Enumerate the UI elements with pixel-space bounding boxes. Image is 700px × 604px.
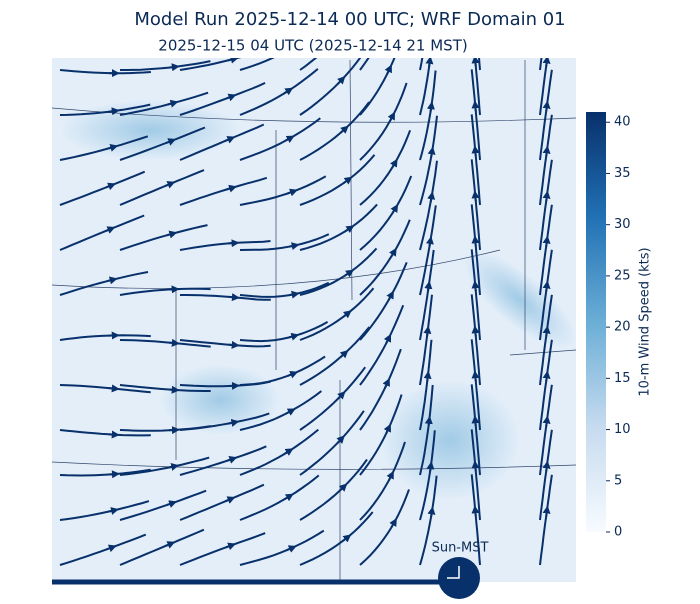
streamline [600, 24, 608, 115]
colorbar-tick-label: 15 [614, 371, 631, 386]
colorbar-tick-label: 20 [614, 320, 631, 335]
streamline-arrow [109, 474, 116, 475]
streamline-arrow [475, 149, 476, 156]
colorbar-tick-label: 0 [614, 525, 622, 540]
streamline-arrow [430, 105, 431, 112]
streamline-arrow [546, 329, 547, 336]
colorbar-tick-label: 25 [614, 268, 631, 283]
clock-label: Sun-MST [432, 541, 489, 556]
streamline-arrow [431, 150, 432, 157]
colorbar-ticks: 0 5 10 15 20 25 30 35 40 [606, 115, 631, 540]
streamline-arrow [289, 294, 296, 295]
streamline-arrow [546, 374, 547, 381]
streamline-arrow [475, 464, 476, 471]
streamline-arrow [546, 149, 547, 156]
streamline-arrow [169, 343, 176, 344]
streamline-arrow [604, 14, 605, 21]
subtitle: 2025-12-15 04 UTC (2025-12-14 21 MST) [158, 37, 467, 55]
streamline-arrow [546, 464, 547, 471]
streamline-arrow [475, 59, 476, 66]
streamline-arrow [475, 419, 476, 426]
streamline-arrow [431, 510, 432, 517]
map [52, 0, 608, 582]
streamline-arrow [546, 419, 547, 426]
colorbar [586, 112, 606, 532]
streamline-arrow [429, 60, 430, 67]
streamline-arrow [546, 284, 547, 291]
streamline-arrow [604, 104, 605, 111]
streamline-arrow [430, 465, 431, 472]
colorbar-tick-label: 35 [614, 166, 631, 181]
streamline-arrow [475, 104, 476, 111]
colorbar-tick-label: 5 [614, 473, 622, 488]
streamline-arrow [475, 374, 476, 381]
streamline-arrow [475, 284, 476, 291]
title: Model Run 2025-12-14 00 UTC; WRF Domain … [134, 9, 565, 30]
colorbar-tick-label: 10 [614, 422, 631, 437]
streamline-arrow [229, 345, 236, 346]
streamline-arrow [546, 239, 547, 246]
streamline-arrow [604, 59, 605, 66]
streamline-arrow [168, 466, 175, 467]
streamline-arrow [546, 104, 547, 111]
colorbar-tick-label: 30 [614, 217, 631, 232]
streamline-arrow [546, 509, 547, 516]
streamline-arrow [427, 330, 428, 337]
streamline-arrow [546, 59, 547, 66]
streamline-arrow [475, 509, 476, 516]
streamline-arrow [475, 329, 476, 336]
streamline-arrow [428, 285, 429, 292]
streamline [600, 0, 608, 70]
colorbar-tick-label: 40 [614, 115, 631, 130]
streamline-arrow [475, 239, 476, 246]
streamline-arrow [546, 194, 547, 201]
streamline-arrow [169, 67, 176, 68]
streamline-arrow [229, 297, 236, 298]
streamline-arrow [431, 195, 432, 202]
streamline-arrow [427, 375, 428, 382]
colorbar-label: 10-m Wind Speed (kts) [638, 247, 653, 396]
streamline-arrow [429, 240, 430, 247]
streamline-arrow [229, 422, 236, 423]
streamline-arrow [289, 245, 296, 246]
streamline-arrow [229, 243, 236, 244]
streamline-arrow [428, 420, 429, 427]
streamline-arrow [475, 194, 476, 201]
streamline-arrow [109, 388, 116, 389]
streamline-arrow [109, 111, 116, 112]
